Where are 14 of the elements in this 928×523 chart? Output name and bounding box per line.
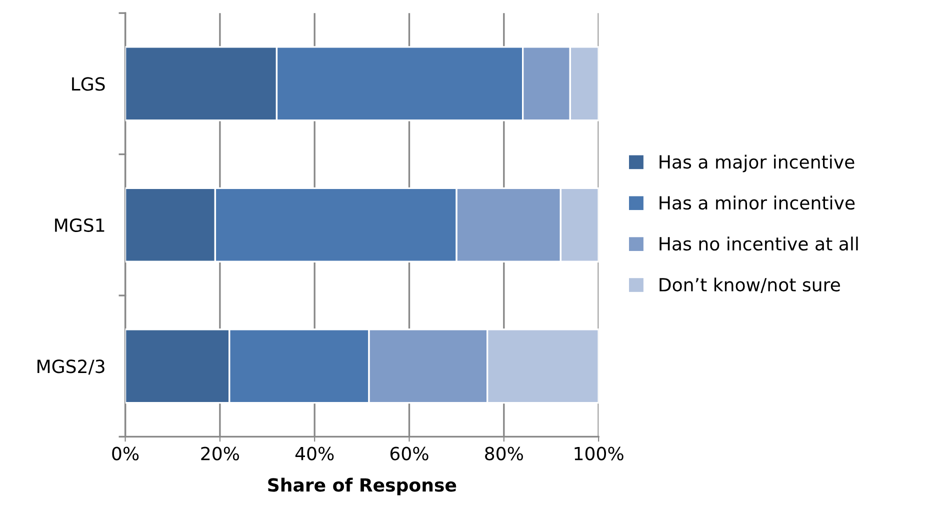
- x-tick-label: 20%: [201, 446, 240, 460]
- x-tick-label: 60%: [390, 446, 428, 460]
- x-tick-label: 0%: [112, 446, 139, 460]
- legend-label: Has no incentive at all: [660, 236, 858, 251]
- y-tick-label: LGS: [72, 77, 105, 91]
- x-axis-title: Share of Response: [268, 478, 456, 496]
- y-tick-label: MGS2/3: [38, 360, 104, 375]
- legend-label: Don’t know/not sure: [660, 278, 840, 293]
- legend-label: Has a major incentive: [660, 154, 854, 172]
- x-tick-label: 100%: [574, 446, 624, 460]
- x-tick-label: 40%: [295, 446, 334, 460]
- y-tick-label: MGS1: [55, 218, 104, 232]
- legend-label: Has a minor incentive: [660, 196, 855, 210]
- x-tick-label: 80%: [485, 446, 523, 460]
